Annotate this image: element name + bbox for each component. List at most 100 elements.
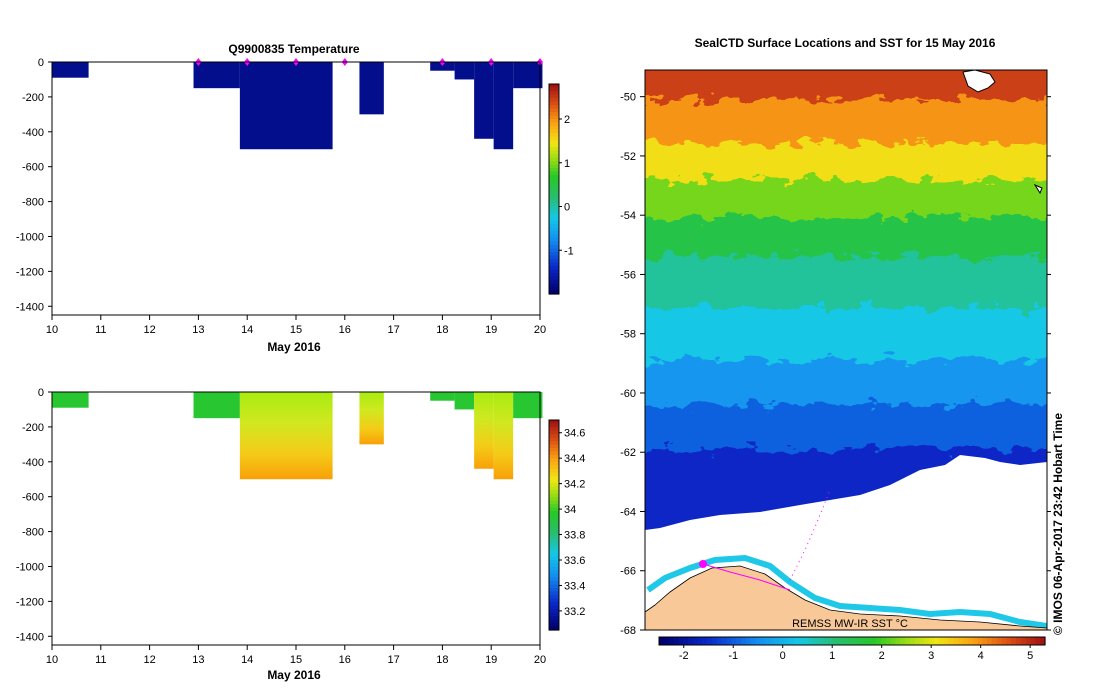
colorbar-swatch [549, 444, 559, 449]
colorbar-swatch [977, 637, 983, 645]
colorbar-swatch [1001, 637, 1007, 645]
colorbar-tick-label: 33.2 [564, 606, 585, 618]
colorbar-swatch [1040, 637, 1046, 645]
colorbar-swatch [549, 91, 559, 96]
colorbar-swatch [549, 609, 559, 614]
temperature-depth-axis: 0 -200 -400 -600 -800 -1000 -1200 -1400 [16, 57, 52, 313]
lat-tick-label: -64 [620, 506, 636, 518]
profile-block [430, 392, 455, 401]
colorbar-swatch [972, 637, 979, 645]
colorbar-swatch [905, 637, 911, 645]
colorbar-swatch [842, 637, 848, 645]
colorbar-swatch [549, 192, 559, 197]
colorbar-swatch [549, 199, 559, 204]
lat-tick-label: -50 [620, 92, 636, 104]
colorbar-swatch [549, 619, 559, 624]
colorbar-swatch [687, 637, 694, 645]
y-tick-label: -600 [22, 492, 44, 504]
colorbar-swatch [769, 637, 776, 645]
colorbar-swatch [549, 486, 559, 491]
lat-tick-label: -62 [620, 447, 636, 459]
lat-tick-label: -54 [620, 210, 636, 222]
colorbar-swatch [549, 455, 559, 460]
x-tick-label: 19 [485, 654, 497, 666]
colorbar-swatch [914, 637, 921, 645]
colorbar-swatch [549, 448, 559, 453]
colorbar-swatch [549, 115, 559, 120]
colorbar-swatch [861, 637, 868, 645]
colorbar-frame [548, 83, 560, 295]
colorbar-swatch [549, 234, 559, 239]
colorbar-swatch [967, 637, 974, 645]
colorbar-swatch [549, 420, 559, 425]
celsius-tick-label: -2 [679, 650, 689, 662]
colorbar-swatch [549, 290, 559, 295]
colorbar-swatch [549, 248, 559, 253]
colorbar-swatch [549, 451, 559, 456]
y-tick-label: -600 [22, 162, 44, 174]
celsius-tick-label: -1 [728, 650, 738, 662]
x-tick-label: 14 [241, 654, 253, 666]
colorbar-swatch [663, 637, 670, 645]
colorbar-swatch [890, 637, 897, 645]
colorbar-swatch [736, 637, 742, 645]
colorbar-frame [548, 419, 560, 631]
colorbar-swatch [798, 637, 805, 645]
colorbar-swatch [549, 87, 559, 92]
sst-source-label: REMSS MW-IR SST °C [792, 618, 908, 630]
temperature-colorbar: 2 1 0 -1 [548, 83, 574, 295]
colorbar-swatch [549, 427, 559, 432]
colorbar-swatch [549, 588, 559, 593]
colorbar-tick-label: 34.6 [564, 428, 585, 440]
y-tick-label: 0 [38, 387, 44, 399]
colorbar-swatch [549, 161, 559, 166]
colorbar-swatch [668, 637, 675, 645]
colorbar-swatch [880, 637, 887, 645]
colorbar-swatch [549, 101, 559, 106]
sst-colorbar: -2-10123455055606570 [658, 636, 1046, 662]
x-tick-label: 17 [387, 324, 399, 336]
colorbar-swatch [987, 637, 993, 645]
x-tick-label: 14 [241, 324, 253, 336]
y-tick-label: -200 [22, 422, 44, 434]
x-tick-label: 20 [534, 654, 546, 666]
colorbar-swatch [549, 437, 559, 442]
colorbar-swatch [549, 560, 559, 565]
y-tick-label: -1000 [16, 231, 44, 243]
colorbar-swatch [794, 637, 800, 645]
colorbar-swatch [1025, 637, 1032, 645]
map-latitude-axis: -50 -52 -54 -56 -58 -60 -62 -64 -66 -68 [620, 92, 1051, 637]
colorbar-swatch [549, 476, 559, 481]
colorbar-swatch [958, 637, 964, 645]
colorbar-swatch [549, 493, 559, 498]
colorbar-swatch [549, 507, 559, 512]
colorbar-swatch [924, 637, 930, 645]
colorbar-swatch [549, 84, 559, 89]
colorbar-swatch [549, 500, 559, 505]
colorbar-swatch [549, 577, 559, 582]
y-tick-label: -800 [22, 527, 44, 539]
colorbar-swatch [803, 637, 810, 645]
colorbar-swatch [938, 637, 945, 645]
profile-block [193, 62, 240, 89]
colorbar-swatch [549, 185, 559, 190]
colorbar-swatch [549, 469, 559, 474]
profile-block [513, 392, 543, 419]
colorbar-swatch [818, 637, 824, 645]
colorbar-swatch [702, 637, 708, 645]
colorbar-swatch [721, 637, 728, 645]
colorbar-swatch [549, 595, 559, 600]
colorbar-swatch [549, 227, 559, 232]
salinity-date-axis: 10 11 12 13 14 15 16 17 18 19 20 [46, 645, 546, 666]
colorbar-swatch [549, 574, 559, 579]
colorbar-swatch [549, 626, 559, 631]
y-tick-label: 0 [38, 57, 44, 69]
colorbar-swatch [549, 206, 559, 211]
colorbar-swatch [823, 637, 829, 645]
colorbar-swatch [549, 129, 559, 134]
y-tick-label: -400 [22, 127, 44, 139]
x-tick-label: 15 [290, 654, 302, 666]
profile-block [454, 62, 475, 80]
colorbar-swatch [909, 637, 916, 645]
